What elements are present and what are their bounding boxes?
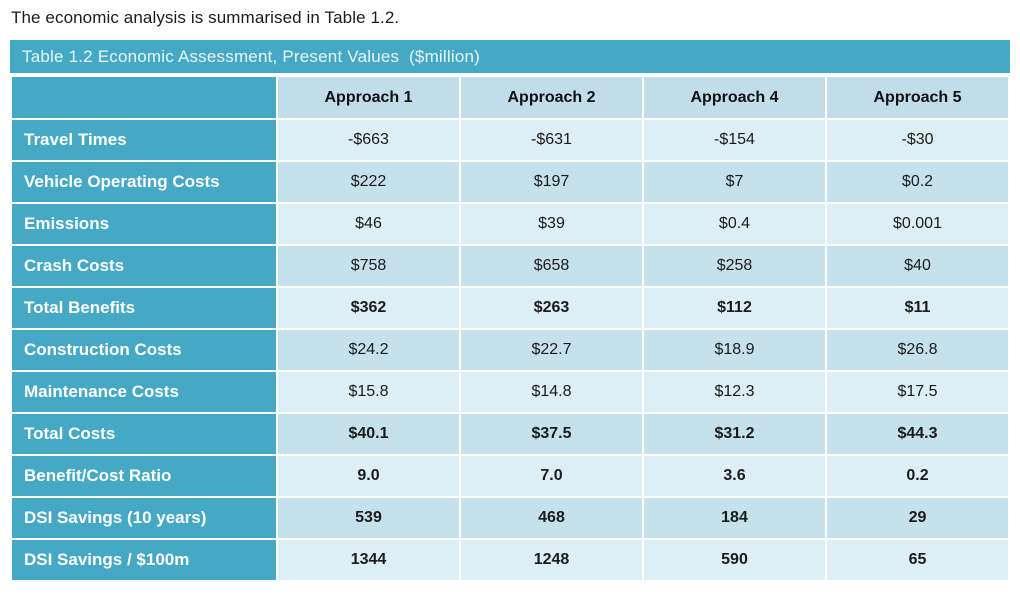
data-cell: $258 (644, 246, 825, 286)
data-cell: $15.8 (278, 372, 459, 412)
table-row: Total Benefits $362 $263 $112 $11 (12, 288, 1008, 328)
economic-assessment-table: Table 1.2 Economic Assessment, Present V… (10, 40, 1010, 582)
row-label: Maintenance Costs (12, 372, 276, 412)
data-cell: $44.3 (827, 414, 1008, 454)
row-label: Construction Costs (12, 330, 276, 370)
header-approach-2: Approach 2 (461, 77, 642, 118)
data-cell: $362 (278, 288, 459, 328)
data-cell: $40.1 (278, 414, 459, 454)
row-label: DSI Savings / $100m (12, 540, 276, 580)
table-header-row: Approach 1 Approach 2 Approach 4 Approac… (12, 77, 1008, 118)
data-cell: $14.8 (461, 372, 642, 412)
data-cell: 590 (644, 540, 825, 580)
header-approach-1: Approach 1 (278, 77, 459, 118)
table-row: Emissions $46 $39 $0.4 $0.001 (12, 204, 1008, 244)
data-cell: $0.001 (827, 204, 1008, 244)
table-row: Maintenance Costs $15.8 $14.8 $12.3 $17.5 (12, 372, 1008, 412)
data-cell: $22.7 (461, 330, 642, 370)
data-cell: 29 (827, 498, 1008, 538)
data-cell: $12.3 (644, 372, 825, 412)
data-cell: -$663 (278, 120, 459, 160)
data-cell: $46 (278, 204, 459, 244)
data-cell: 9.0 (278, 456, 459, 496)
table-row: Travel Times -$663 -$631 -$154 -$30 (12, 120, 1008, 160)
data-cell: 539 (278, 498, 459, 538)
data-cell: $112 (644, 288, 825, 328)
data-cell: $7 (644, 162, 825, 202)
data-cell: $0.2 (827, 162, 1008, 202)
data-cell: 1248 (461, 540, 642, 580)
row-label: Benefit/Cost Ratio (12, 456, 276, 496)
data-cell: $37.5 (461, 414, 642, 454)
row-label: Total Benefits (12, 288, 276, 328)
table-row: Vehicle Operating Costs $222 $197 $7 $0.2 (12, 162, 1008, 202)
economic-table: Approach 1 Approach 2 Approach 4 Approac… (10, 75, 1010, 582)
data-cell: $222 (278, 162, 459, 202)
row-label: Crash Costs (12, 246, 276, 286)
data-cell: $263 (461, 288, 642, 328)
table-row: Total Costs $40.1 $37.5 $31.2 $44.3 (12, 414, 1008, 454)
data-cell: $197 (461, 162, 642, 202)
data-cell: $11 (827, 288, 1008, 328)
table-row: Construction Costs $24.2 $22.7 $18.9 $26.8 (12, 330, 1008, 370)
data-cell: $31.2 (644, 414, 825, 454)
data-cell: $658 (461, 246, 642, 286)
data-cell: $17.5 (827, 372, 1008, 412)
row-label: Total Costs (12, 414, 276, 454)
data-cell: $24.2 (278, 330, 459, 370)
data-cell: 3.6 (644, 456, 825, 496)
data-cell: $26.8 (827, 330, 1008, 370)
data-cell: $758 (278, 246, 459, 286)
row-label: DSI Savings (10 years) (12, 498, 276, 538)
table-title: Table 1.2 Economic Assessment, Present V… (10, 40, 1010, 73)
table-row: Benefit/Cost Ratio 9.0 7.0 3.6 0.2 (12, 456, 1008, 496)
header-approach-5: Approach 5 (827, 77, 1008, 118)
table-row: DSI Savings / $100m 1344 1248 590 65 (12, 540, 1008, 580)
intro-sentence: The economic analysis is summarised in T… (11, 8, 400, 27)
data-cell: 468 (461, 498, 642, 538)
data-cell: $0.4 (644, 204, 825, 244)
table-row: Crash Costs $758 $658 $258 $40 (12, 246, 1008, 286)
data-cell: -$631 (461, 120, 642, 160)
data-cell: $40 (827, 246, 1008, 286)
data-cell: $39 (461, 204, 642, 244)
data-cell: $18.9 (644, 330, 825, 370)
data-cell: 65 (827, 540, 1008, 580)
data-cell: -$154 (644, 120, 825, 160)
row-label: Travel Times (12, 120, 276, 160)
data-cell: 7.0 (461, 456, 642, 496)
data-cell: 184 (644, 498, 825, 538)
table-body: Travel Times -$663 -$631 -$154 -$30 Vehicle O… (12, 120, 1008, 580)
row-label: Vehicle Operating Costs (12, 162, 276, 202)
data-cell: 0.2 (827, 456, 1008, 496)
header-corner-cell (12, 77, 276, 118)
data-cell: -$30 (827, 120, 1008, 160)
data-cell: 1344 (278, 540, 459, 580)
row-label: Emissions (12, 204, 276, 244)
table-row: DSI Savings (10 years) 539 468 184 29 (12, 498, 1008, 538)
header-approach-4: Approach 4 (644, 77, 825, 118)
